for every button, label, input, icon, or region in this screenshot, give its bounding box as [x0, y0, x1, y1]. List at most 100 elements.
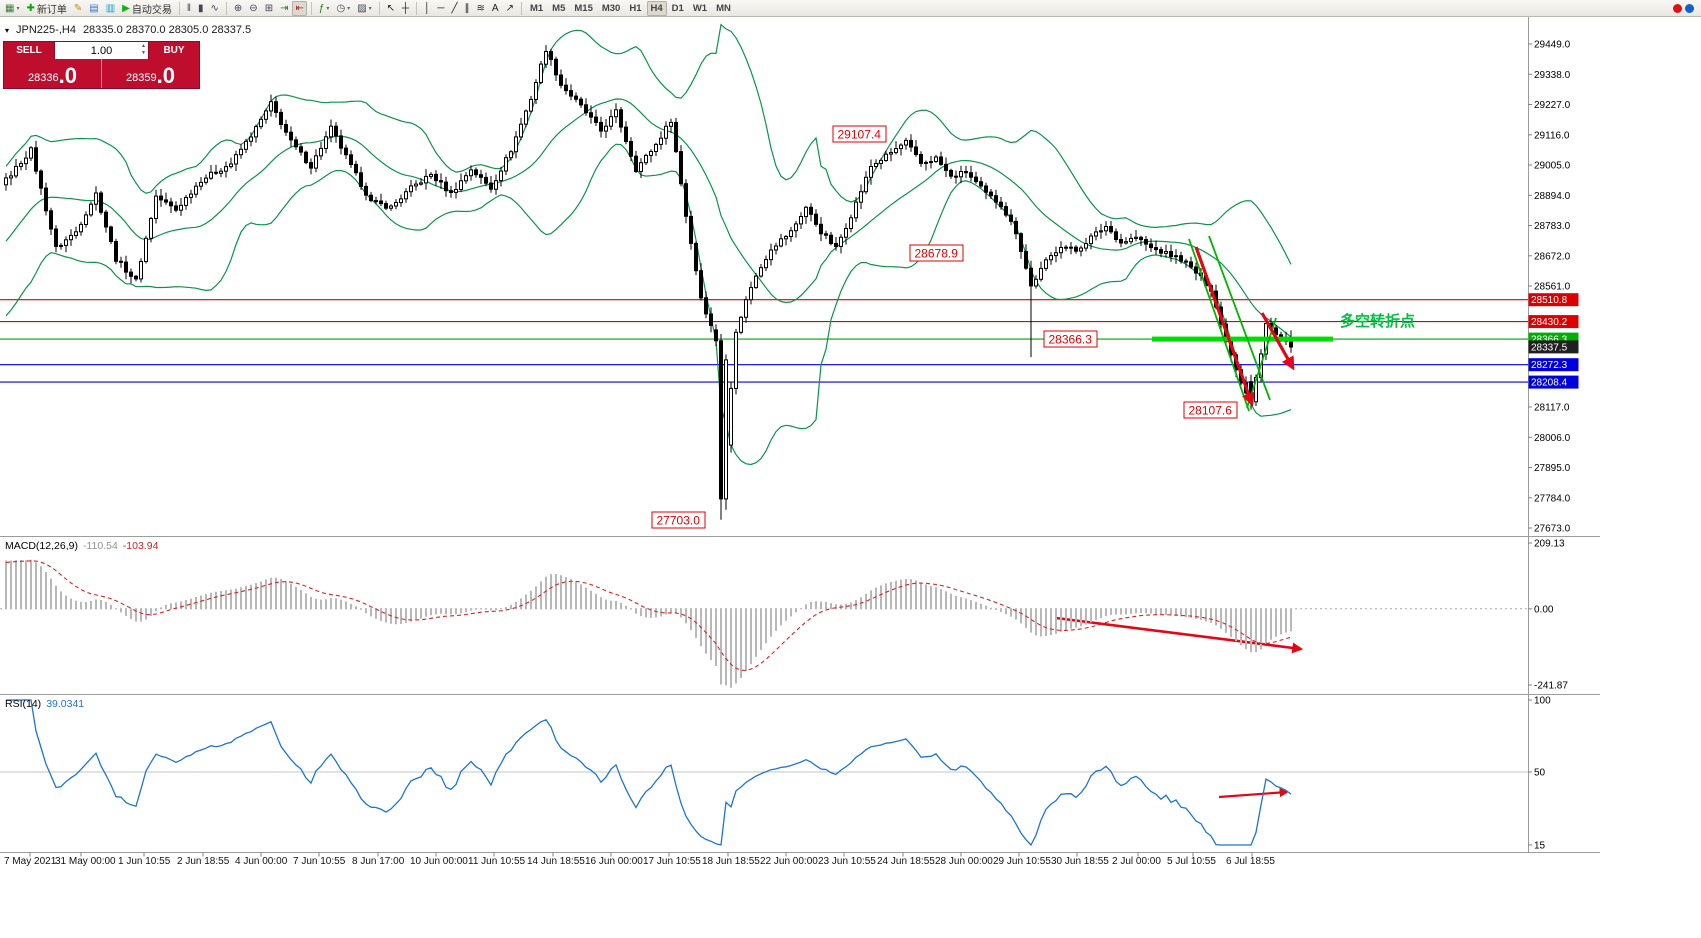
svg-text:209.13: 209.13: [1534, 539, 1565, 550]
price-axis[interactable]: 29449.0 29338.0 29227.0 29116.0 29005.0 28894…: [1528, 40, 1571, 535]
trendline-button[interactable]: ╱: [448, 1, 460, 16]
rsi-value: 39.0341: [46, 698, 85, 710]
line-chart-icon: ∿: [210, 2, 219, 14]
line-chart-button[interactable]: ∿: [208, 1, 222, 16]
svg-text:2 Jun 18:55: 2 Jun 18:55: [177, 856, 230, 867]
svg-text:29449.0: 29449.0: [1534, 40, 1571, 51]
svg-text:27673.0: 27673.0: [1534, 524, 1571, 535]
svg-text:23 Jun 10:55: 23 Jun 10:55: [818, 856, 876, 867]
crosshair-button[interactable]: ┼: [399, 1, 412, 16]
tile-windows-button[interactable]: ⊞: [262, 1, 276, 16]
cursor-button[interactable]: ↖: [384, 1, 398, 16]
svg-text:18 Jun 18:55: 18 Jun 18:55: [702, 856, 760, 867]
buy-button[interactable]: BUY: [163, 45, 185, 56]
zoom-out-button[interactable]: ⊖: [246, 1, 260, 16]
arrows-button[interactable]: ↗: [503, 1, 517, 16]
fibonacci-button[interactable]: ≋: [474, 1, 488, 16]
text-button[interactable]: A: [489, 1, 502, 16]
metaeditor-button[interactable]: ✎: [71, 1, 85, 16]
vertical-line-button[interactable]: │: [421, 1, 433, 16]
alert-icon[interactable]: [1673, 3, 1682, 13]
indicators-button[interactable]: ƒ ▾: [316, 1, 333, 16]
candlestick-chart-button[interactable]: ▮: [195, 1, 207, 16]
svg-text:11 Jun 10:55: 11 Jun 10:55: [468, 856, 526, 867]
panel-separators: [0, 17, 1600, 853]
svg-text:28894.0: 28894.0: [1534, 191, 1571, 202]
channel-icon: ∥: [464, 2, 470, 14]
toolbar-right-icons: [1673, 3, 1699, 13]
trendline-icon: ╱: [451, 2, 458, 14]
channel-button[interactable]: ∥: [462, 1, 473, 16]
zoom-in-button[interactable]: ⊕: [231, 1, 245, 16]
svg-text:29107.4: 29107.4: [838, 128, 882, 142]
svg-text:27703.0: 27703.0: [657, 514, 701, 528]
one-click-collapse-icon[interactable]: ▾: [5, 25, 10, 35]
svg-text:28366.3: 28366.3: [1531, 335, 1568, 346]
rsi-indicator-label: RSI(14) 39.0341: [5, 698, 84, 710]
arrows-icon: ↗: [505, 2, 514, 14]
volume-spinner[interactable]: ▲ ▼: [141, 43, 146, 56]
news-icon[interactable]: [1685, 3, 1694, 13]
timeframe-mn-button[interactable]: MN: [716, 2, 731, 14]
periods-button[interactable]: ◷ ▾: [333, 1, 353, 16]
autotrading-button-label: 自动交易: [131, 4, 172, 16]
metaeditor-icon: ✎: [73, 2, 83, 14]
turning-point-annotation[interactable]: 多空转折点: [1340, 313, 1416, 330]
templates-button[interactable]: ▨ ▾: [354, 1, 374, 16]
new-chart-button[interactable]: ▦ ▾: [2, 1, 22, 16]
macd-name: MACD(12,26,9): [5, 540, 78, 552]
timeframe-h4-button[interactable]: H4: [646, 0, 667, 16]
timeframe-m5-button[interactable]: M5: [552, 2, 566, 14]
chevron-down-icon[interactable]: ▾: [16, 5, 20, 12]
toolbar-separator: [310, 1, 312, 15]
timeframe-m30-button[interactable]: M30: [601, 2, 621, 14]
horizontal-line-button[interactable]: ─: [434, 1, 447, 16]
indicators-icon: ƒ: [318, 2, 325, 14]
volume-up-icon[interactable]: ▲: [141, 43, 146, 49]
autotrading-icon: ▶: [122, 2, 130, 14]
timeframe-m1-button[interactable]: M1: [529, 2, 544, 14]
sell-price[interactable]: 28336.0: [4, 59, 101, 88]
auto-scroll-button[interactable]: ⇥: [277, 1, 291, 16]
svg-text:28117.0: 28117.0: [1534, 403, 1570, 414]
svg-text:28561.0: 28561.0: [1534, 282, 1571, 293]
macd-indicator-label: MACD(12,26,9) -110.54 -103.94: [5, 540, 158, 552]
rsi-axis[interactable]: 100 50 15: [1528, 696, 1551, 852]
profiles-button[interactable]: ▤: [86, 1, 101, 16]
chart-ohlc-values: 28335.0 28370.0 28305.0 28337.5: [82, 24, 252, 36]
toolbar-separator: [416, 1, 418, 15]
svg-text:5 Jul 10:55: 5 Jul 10:55: [1167, 856, 1216, 867]
chevron-down-icon[interactable]: ▾: [347, 5, 351, 12]
sell-button[interactable]: SELL: [16, 45, 42, 56]
horizontal-line-objects[interactable]: [0, 299, 1528, 383]
market-watch-icon: ▥: [105, 2, 116, 14]
toolbar-separator: [225, 1, 227, 15]
buy-price[interactable]: 28359.0: [101, 59, 199, 88]
svg-text:16 Jun 00:00: 16 Jun 00:00: [585, 856, 643, 867]
bar-chart-button[interactable]: ‖: [184, 1, 194, 16]
chart-shift-button[interactable]: ⇤: [292, 0, 307, 16]
market-watch-button[interactable]: ▥: [103, 1, 118, 16]
svg-text:22 Jun 00:00: 22 Jun 00:00: [760, 856, 818, 867]
volume-down-icon[interactable]: ▼: [141, 49, 146, 56]
new-order-button[interactable]: ✚ 新订单: [23, 1, 69, 16]
autotrading-button[interactable]: ▶ 自动交易: [119, 1, 175, 16]
volume-value: 1.00: [90, 44, 113, 57]
timeframe-h1-button[interactable]: H1: [629, 2, 642, 14]
svg-text:24 Jun 18:55: 24 Jun 18:55: [877, 856, 935, 867]
rsi-name: RSI(14): [5, 698, 42, 710]
auto-scroll-icon: ⇥: [280, 2, 289, 14]
svg-text:15: 15: [1534, 841, 1546, 852]
timeframe-m15-button[interactable]: M15: [574, 2, 593, 14]
timeframe-d1-button[interactable]: D1: [671, 2, 684, 14]
chevron-down-icon[interactable]: ▾: [368, 5, 372, 12]
timeframe-w1-button[interactable]: W1: [692, 2, 708, 14]
support-segment[interactable]: [1152, 336, 1333, 342]
chevron-down-icon[interactable]: ▾: [326, 5, 330, 12]
volume-input[interactable]: 1.00 ▲ ▼: [54, 42, 149, 59]
new-chart-icon: ▦: [5, 2, 15, 14]
price-callouts[interactable]: 29107.4 28678.9 28366.3 28107.6 27703.0: [651, 125, 1238, 529]
macd-axis[interactable]: 209.13 0.00 -241.87: [1528, 539, 1568, 692]
